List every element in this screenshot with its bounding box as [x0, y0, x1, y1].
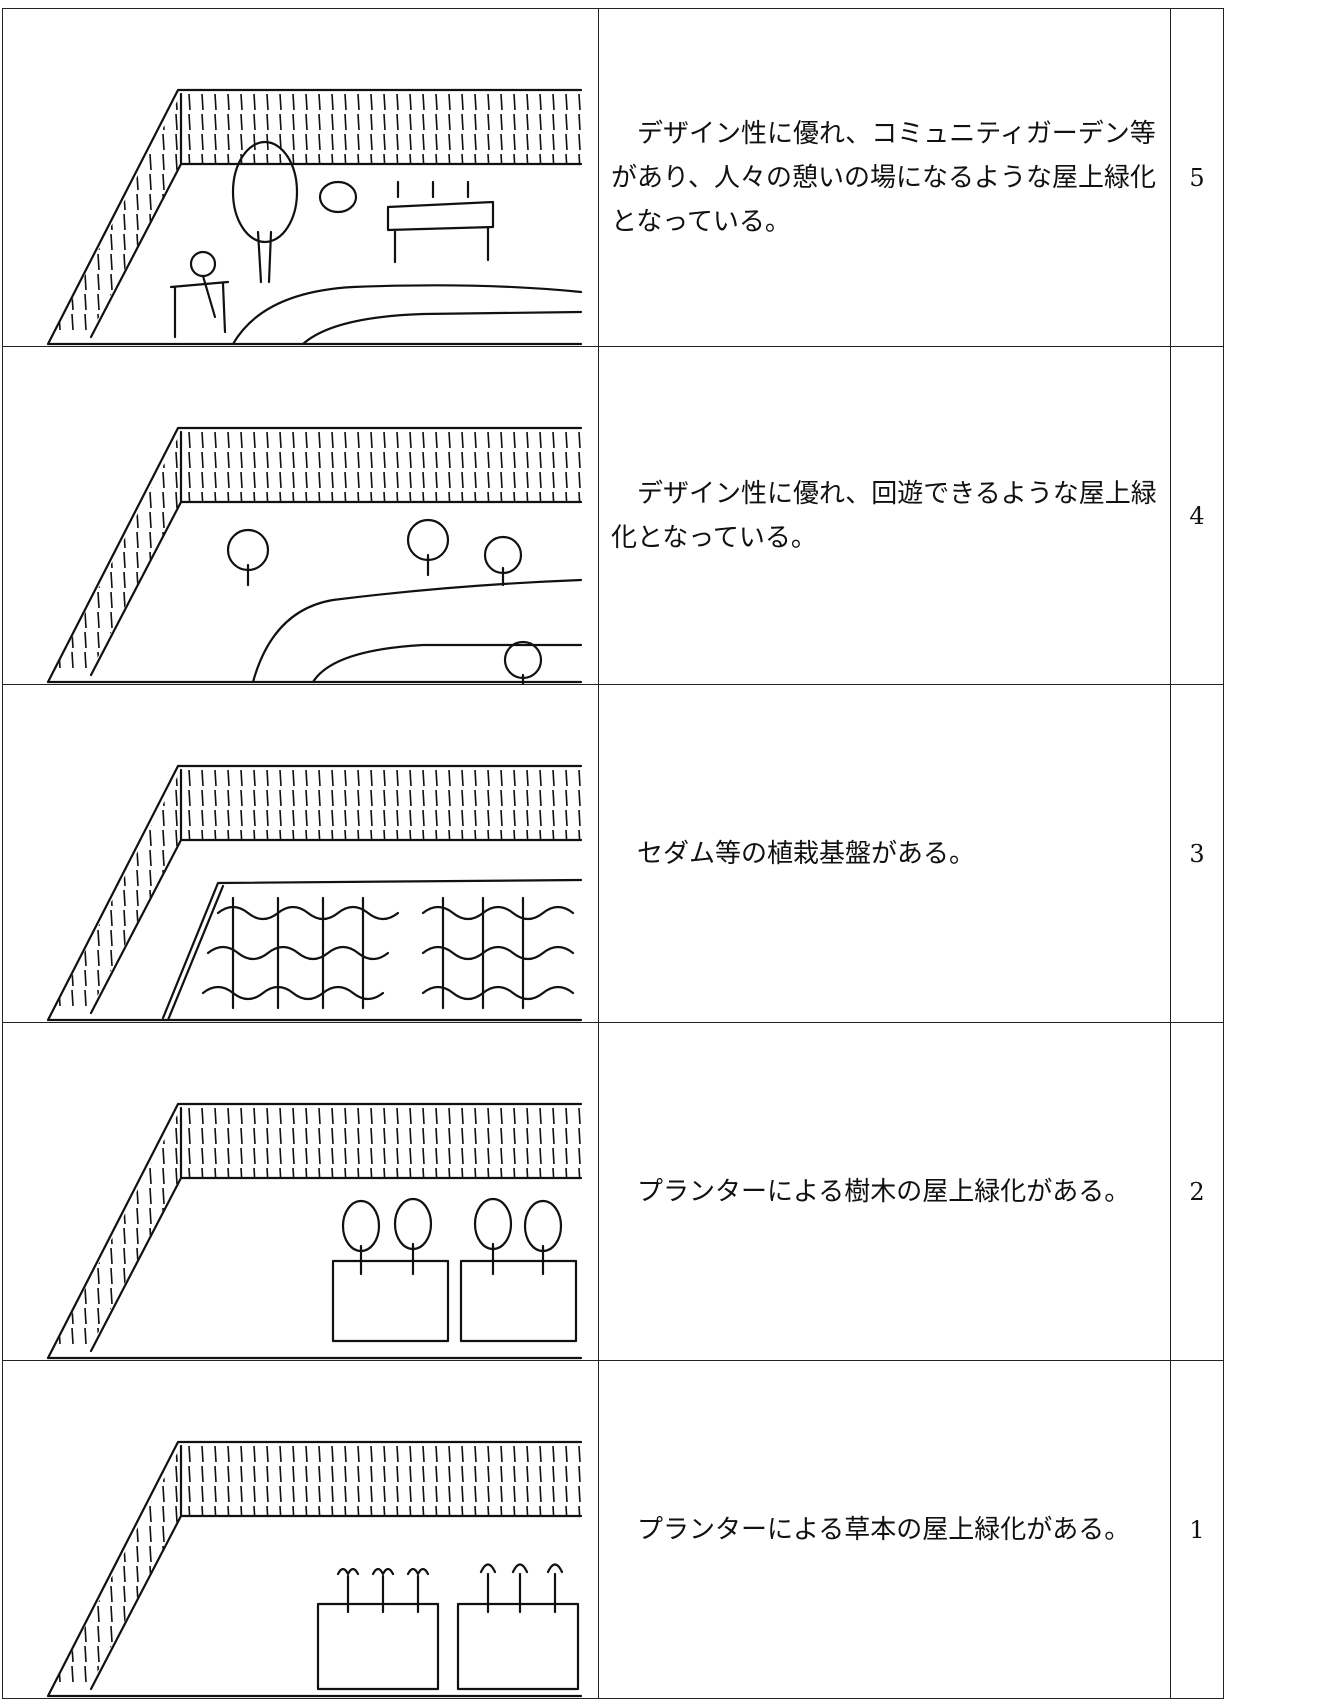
sketch-cell	[2, 1360, 599, 1699]
rating-table: デザイン性に優れ、コミュニティガーデン等があり、人々の憩いの場になるような屋上緑…	[2, 8, 1224, 1699]
sketch	[3, 32, 583, 346]
sketch	[3, 1384, 598, 1698]
row: デザイン性に優れ、回遊できるような屋上緑化となっている。 4	[2, 346, 1224, 685]
score-cell: 3	[1170, 684, 1224, 1023]
description-cell: プランターによる樹木の屋上緑化がある。	[598, 1022, 1171, 1361]
description-cell: デザイン性に優れ、回遊できるような屋上緑化となっている。	[598, 346, 1171, 685]
row: プランターによる樹木の屋上緑化がある。 2	[2, 1022, 1224, 1361]
description: プランターによる草本の屋上緑化がある。	[637, 1514, 1131, 1545]
sketch-cell	[2, 8, 599, 347]
sketch	[3, 708, 583, 1022]
score-cell: 1	[1170, 1360, 1224, 1699]
description: プランターによる樹木の屋上緑化がある。	[637, 1176, 1131, 1207]
sketch	[3, 1046, 598, 1360]
score: 5	[1189, 163, 1205, 192]
row: デザイン性に優れ、コミュニティガーデン等があり、人々の憩いの場になるような屋上緑…	[2, 8, 1224, 347]
score: 3	[1189, 839, 1205, 868]
sketch-cell	[2, 346, 599, 685]
description-cell: プランターによる草本の屋上緑化がある。	[598, 1360, 1171, 1699]
score-cell: 4	[1170, 346, 1224, 685]
score-cell: 2	[1170, 1022, 1224, 1361]
description: セダム等の植栽基盤がある。	[637, 838, 976, 869]
score: 4	[1189, 501, 1205, 530]
sketch-cell	[2, 684, 599, 1023]
row: プランターによる草本の屋上緑化がある。 1	[2, 1360, 1224, 1699]
score: 2	[1189, 1177, 1205, 1206]
description: デザイン性に優れ、回遊できるような屋上緑化となっている。	[611, 478, 1157, 553]
score: 1	[1189, 1515, 1205, 1544]
description-cell: セダム等の植栽基盤がある。	[598, 684, 1171, 1023]
score-cell: 5	[1170, 8, 1224, 347]
sketch	[3, 370, 583, 684]
row: セダム等の植栽基盤がある。 3	[2, 684, 1224, 1023]
sketch-cell	[2, 1022, 599, 1361]
description-cell: デザイン性に優れ、コミュニティガーデン等があり、人々の憩いの場になるような屋上緑…	[598, 8, 1171, 347]
description: デザイン性に優れ、コミュニティガーデン等があり、人々の憩いの場になるような屋上緑…	[611, 118, 1156, 237]
